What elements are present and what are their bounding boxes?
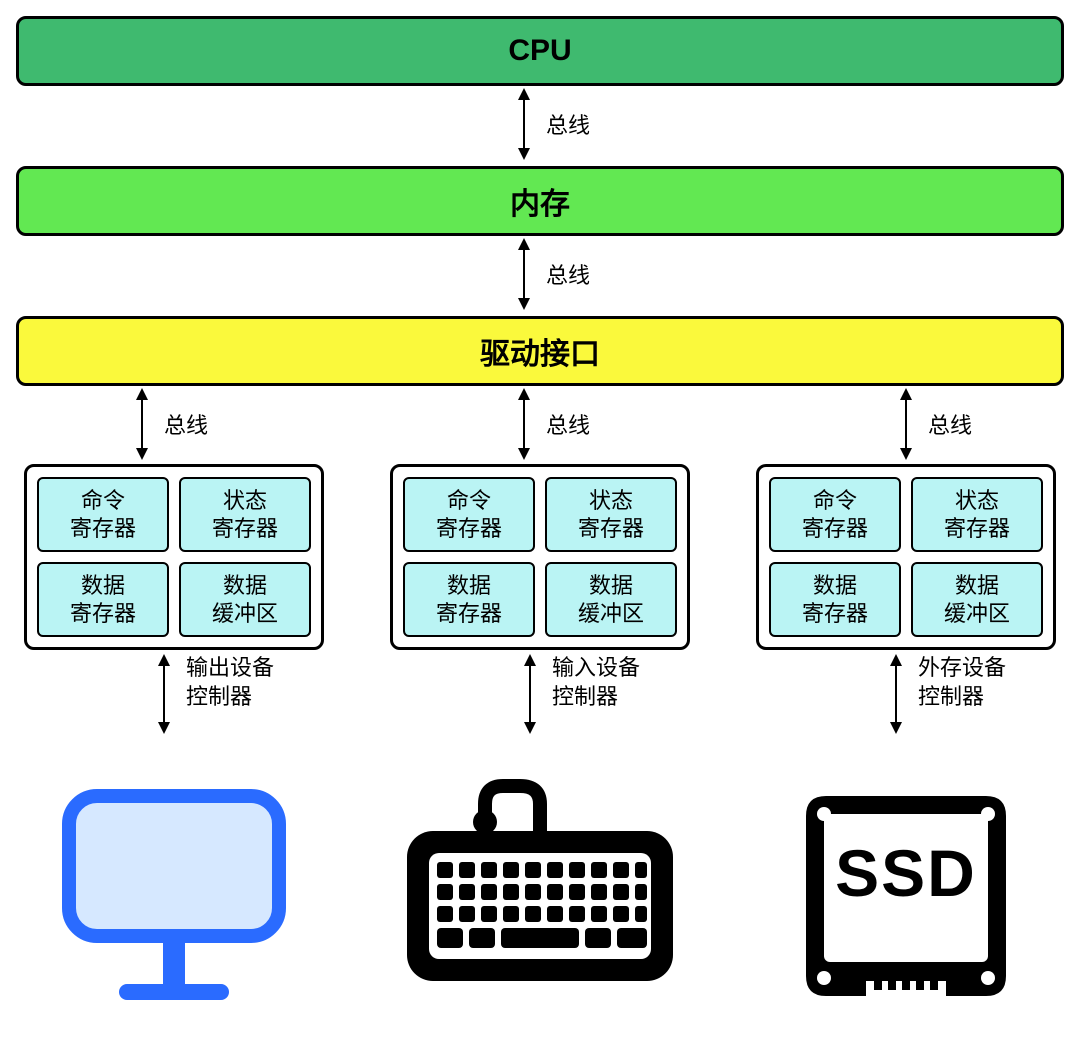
- data-register: 数据寄存器: [37, 562, 169, 637]
- memory-layer-box: 内存: [16, 166, 1064, 236]
- double-arrow-icon: [520, 654, 540, 734]
- controller-label: 输入设备控制器: [552, 654, 640, 711]
- bus-cpu-memory: 总线: [514, 94, 590, 154]
- controller-label: 外存设备控制器: [918, 654, 1006, 711]
- input-controller-connector: 输入设备控制器: [520, 654, 640, 734]
- double-arrow-icon: [154, 654, 174, 734]
- data-register: 数据寄存器: [769, 562, 901, 637]
- storage-controller-connector: 外存设备控制器: [886, 654, 1006, 734]
- bus-label: 总线: [164, 408, 208, 440]
- data-buffer: 数据缓冲区: [911, 562, 1043, 637]
- bus-driver-ctrl2: 总线: [514, 394, 590, 454]
- keyboard-icon: [395, 776, 685, 996]
- data-buffer: 数据缓冲区: [179, 562, 311, 637]
- double-arrow-icon: [896, 388, 916, 460]
- bus-label: 总线: [928, 408, 972, 440]
- bus-label: 总线: [546, 408, 590, 440]
- cpu-layer-box: CPU: [16, 16, 1064, 86]
- memory-label: 内存: [510, 179, 570, 223]
- double-arrow-icon: [514, 388, 534, 460]
- data-buffer: 数据缓冲区: [545, 562, 677, 637]
- cmd-register: 命令寄存器: [403, 477, 535, 552]
- driver-layer-box: 驱动接口: [16, 316, 1064, 386]
- monitor-icon: [49, 786, 299, 1006]
- storage-controller-registers: 命令寄存器 状态寄存器 数据寄存器 数据缓冲区: [756, 464, 1056, 650]
- ssd-icon: SSD: [796, 786, 1016, 1006]
- status-register: 状态寄存器: [911, 477, 1043, 552]
- architecture-diagram: CPU 内存 驱动接口 总线 总线 总线: [16, 16, 1064, 1028]
- cmd-register: 命令寄存器: [37, 477, 169, 552]
- svg-text:SSD: SSD: [835, 836, 977, 910]
- output-controller-connector: 输出设备控制器: [154, 654, 274, 734]
- bus-label: 总线: [546, 258, 590, 290]
- cpu-label: CPU: [508, 34, 571, 68]
- bus-driver-ctrl3: 总线: [896, 394, 972, 454]
- bus-label: 总线: [546, 108, 590, 140]
- bus-memory-driver: 总线: [514, 244, 590, 304]
- status-register: 状态寄存器: [179, 477, 311, 552]
- output-controller-registers: 命令寄存器 状态寄存器 数据寄存器 数据缓冲区: [24, 464, 324, 650]
- data-register: 数据寄存器: [403, 562, 535, 637]
- input-controller-registers: 命令寄存器 状态寄存器 数据寄存器 数据缓冲区: [390, 464, 690, 650]
- controller-label: 输出设备控制器: [186, 654, 274, 711]
- status-register: 状态寄存器: [545, 477, 677, 552]
- driver-label: 驱动接口: [480, 329, 600, 373]
- double-arrow-icon: [886, 654, 906, 734]
- bus-driver-ctrl1: 总线: [132, 394, 208, 454]
- cmd-register: 命令寄存器: [769, 477, 901, 552]
- double-arrow-icon: [132, 388, 152, 460]
- double-arrow-icon: [514, 88, 534, 160]
- double-arrow-icon: [514, 238, 534, 310]
